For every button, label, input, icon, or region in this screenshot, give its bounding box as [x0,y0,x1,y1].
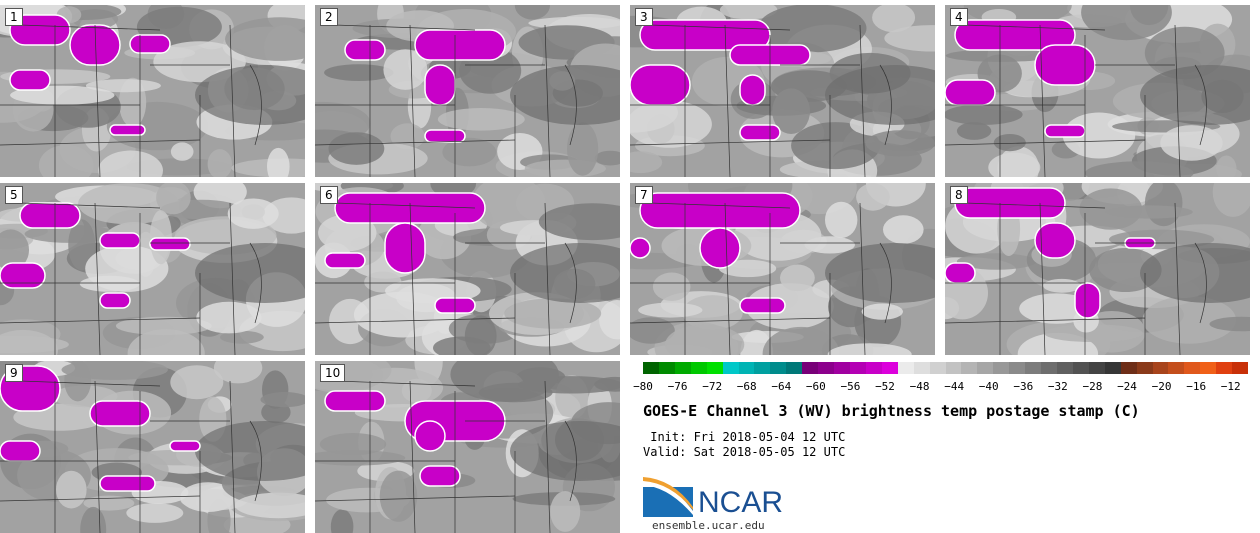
panel-number: 3 [635,8,653,26]
colorbar-tick-label: −44 [944,380,965,393]
map-graphic [315,5,620,177]
map-graphic [0,361,305,533]
colorbar-swatch [1152,362,1169,374]
map-panel-6: 6 [315,183,620,355]
colorbar-swatch [1104,362,1121,374]
colorbar-swatch [1088,362,1105,374]
map-graphic [315,361,620,533]
colorbar-tick-label: −56 [840,380,861,393]
colorbar-tick-label: −60 [805,380,826,393]
colorbar-ticks: −80 −76 −72 −68 −64 −60 −56 −52 −48 −44 −40 −36 −32 −… [633,380,1248,394]
colorbar-swatch [770,362,787,374]
colorbar-swatch [643,362,659,374]
map-panel-7: 7 [630,183,935,355]
map-graphic [0,183,305,355]
colorbar-swatch [1216,362,1233,374]
colorbar-swatch [865,362,882,374]
colorbar-swatch [913,362,930,374]
colorbar-tick-label: −80 [633,380,653,393]
valid-time: Valid: Sat 2018-05-05 12 UTC [643,445,846,459]
panel-number: 1 [5,8,23,26]
colorbar-tick-label: −16 [1186,380,1207,393]
colorbar-swatch [1041,362,1057,374]
colorbar [643,362,1249,374]
colorbar-swatch [881,362,898,374]
colorbar-tick-label: −32 [1047,380,1068,393]
colorbar-swatch [977,362,994,374]
colorbar-tick-label: −72 [702,380,723,393]
map-panel-5: 5 [0,183,305,355]
colorbar-tick-label: −76 [667,380,688,393]
colorbar-swatch [738,362,755,374]
map-graphic [315,183,620,355]
colorbar-swatch [834,362,850,374]
colorbar-tick-label: −48 [909,380,930,393]
map-panel-9: 9 [0,361,305,533]
site-url: ensemble.ucar.edu [652,519,765,532]
colorbar-tick-label: −64 [771,380,792,393]
colorbar-swatch [1184,362,1201,374]
panel-number: 9 [5,364,23,382]
colorbar-tick-label: −20 [1151,380,1172,393]
chart-title: GOES-E Channel 3 (WV) brightness temp po… [643,402,1140,420]
colorbar-swatch [849,362,866,374]
colorbar-swatch [690,362,707,374]
map-panel-4: 4 [945,5,1250,177]
colorbar-swatch [897,362,914,374]
panel-number: 8 [950,186,968,204]
ncar-logo-text: NCAR [698,486,784,519]
map-graphic [0,5,305,177]
map-panel-1: 1 [0,5,305,177]
map-panel-8: 8 [945,183,1250,355]
colorbar-tick-label: −52 [875,380,895,393]
panel-number: 2 [320,8,338,26]
colorbar-swatch [674,362,691,374]
map-graphic [945,183,1250,355]
colorbar-swatch [706,362,723,374]
colorbar-tick-label: −28 [1082,380,1103,393]
map-panel-3: 3 [630,5,935,177]
map-panel-10: 10 [315,361,620,533]
colorbar-swatch [722,362,739,374]
colorbar-tick-label: −40 [978,380,999,393]
colorbar-swatch [1200,362,1217,374]
colorbar-swatch [1009,362,1026,374]
colorbar-swatch [1072,362,1089,374]
panel-number: 4 [950,8,968,26]
colorbar-swatch [1232,362,1249,374]
map-graphic [630,183,935,355]
colorbar-swatch [1168,362,1185,374]
colorbar-swatch [802,362,819,374]
panel-number: 5 [5,186,23,204]
colorbar-tick-label: −68 [736,380,757,393]
ncar-logo-icon [643,477,693,517]
colorbar-swatch [786,362,803,374]
panel-number: 10 [320,364,346,382]
panel-number: 6 [320,186,338,204]
colorbar-swatch [1025,362,1042,374]
colorbar-swatch [1136,362,1153,374]
colorbar-swatch [1056,362,1073,374]
panel-number: 7 [635,186,653,204]
colorbar-tick-label: −24 [1117,380,1137,393]
map-graphic [630,5,935,177]
colorbar-swatch [818,362,835,374]
colorbar-tick-label: −12 [1220,380,1241,393]
colorbar-swatch [993,362,1010,374]
colorbar-swatch [961,362,978,374]
init-time: Init: Fri 2018-05-04 12 UTC [643,430,846,444]
colorbar-swatch [945,362,962,374]
colorbar-swatch [658,362,675,374]
map-panel-2: 2 [315,5,620,177]
colorbar-swatch [1120,362,1137,374]
colorbar-swatch [929,362,946,374]
colorbar-tick-label: −36 [1013,380,1034,393]
colorbar-swatch [754,362,771,374]
map-graphic [945,5,1250,177]
